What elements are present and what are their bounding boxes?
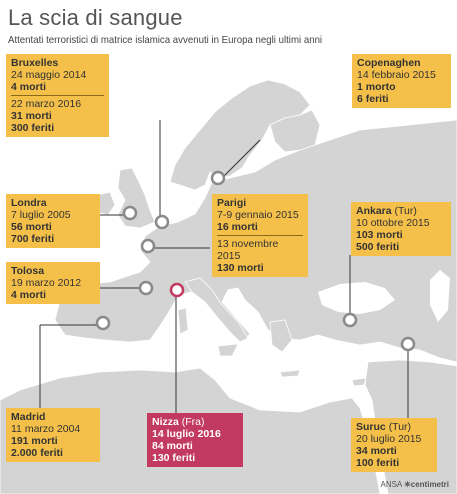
- box-suruc: Suruc (Tur) 20 luglio 2015 34 morti 100 …: [351, 418, 437, 472]
- box-bruxelles: Bruxelles 24 maggio 2014 4 morti 22 marz…: [6, 54, 109, 137]
- map-subtitle: Attentati terroristici di matrice islami…: [8, 34, 323, 46]
- box-nizza: Nizza (Fra) 14 luglio 2016 84 morti 130 …: [147, 413, 243, 467]
- caspian-sea: [430, 270, 450, 322]
- land-britain: [117, 167, 156, 229]
- black-sea: [318, 282, 395, 314]
- land-italy: [184, 277, 249, 343]
- pin-tolosa[interactable]: [138, 280, 154, 296]
- box-londra: Londra 7 luglio 2005 56 morti 700 feriti: [6, 194, 100, 248]
- pin-copenaghen[interactable]: [210, 170, 226, 186]
- land-crete: [279, 369, 301, 378]
- land-sicily: [217, 343, 239, 357]
- pin-madrid[interactable]: [95, 315, 111, 331]
- map-title: La scia di sangue: [8, 5, 183, 30]
- land-cyprus: [351, 377, 367, 387]
- box-parigi: Parigi 7-9 gennaio 2015 16 morti 13 nove…: [212, 194, 308, 277]
- box-ankara: Ankara (Tur) 10 ottobre 2015 103 morti 5…: [351, 202, 451, 256]
- pin-nizza[interactable]: [169, 282, 185, 298]
- pin-suruc[interactable]: [400, 336, 416, 352]
- pin-parigi[interactable]: [140, 238, 156, 254]
- land-greece: [269, 319, 293, 353]
- box-madrid: Madrid 11 marzo 2004 191 morti 2.000 fer…: [6, 408, 100, 462]
- pin-bruxelles[interactable]: [154, 214, 170, 230]
- box-tolosa: Tolosa 19 marzo 2012 4 morti: [6, 262, 100, 304]
- land-sardinia: [177, 307, 189, 335]
- box-copenaghen: Copenaghen 14 febbraio 2015 1 morto 6 fe…: [352, 54, 451, 108]
- pin-ankara[interactable]: [342, 312, 358, 328]
- pin-londra[interactable]: [122, 205, 138, 221]
- credit: ANSA ✳centimetri: [380, 480, 449, 489]
- land-finland: [269, 109, 321, 153]
